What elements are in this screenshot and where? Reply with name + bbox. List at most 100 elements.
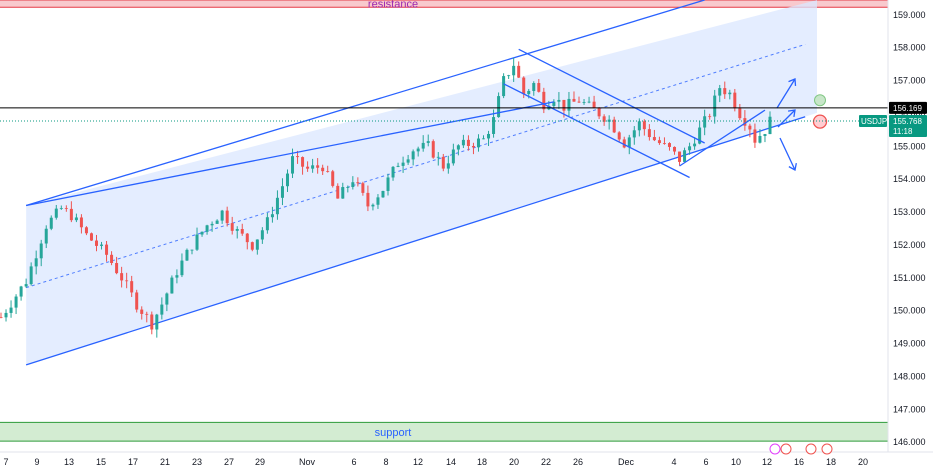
candle-body bbox=[371, 204, 375, 207]
candle-body bbox=[165, 293, 169, 305]
channel-layer bbox=[25, 0, 817, 366]
event-icon bbox=[780, 443, 792, 455]
candle-body bbox=[0, 317, 3, 319]
candle-body bbox=[336, 185, 340, 199]
candle-body bbox=[135, 292, 139, 310]
channel-upper-line bbox=[25, 0, 705, 207]
candle-body bbox=[200, 231, 204, 235]
candle-body bbox=[537, 83, 541, 92]
candle-body bbox=[446, 163, 450, 169]
candle-body bbox=[683, 150, 687, 162]
candle-body bbox=[291, 156, 295, 174]
y-tick-label: 151.000 bbox=[893, 273, 926, 283]
y-tick-label: 150.000 bbox=[893, 306, 926, 316]
wedge-line bbox=[679, 109, 766, 167]
candle-body bbox=[205, 225, 209, 232]
y-tick-label: 157.000 bbox=[893, 76, 926, 86]
x-tick-label: 4 bbox=[671, 457, 676, 467]
candle-body bbox=[406, 159, 410, 163]
candle-body bbox=[597, 108, 601, 117]
candle-body bbox=[733, 92, 737, 109]
symbol-tag-text: USDJPY bbox=[861, 117, 893, 126]
candle-body bbox=[471, 145, 475, 148]
candle-body bbox=[456, 145, 460, 150]
candle-body bbox=[502, 76, 506, 97]
overlay-layer bbox=[0, 48, 888, 207]
candle-body bbox=[160, 304, 164, 315]
x-tick-label: 21 bbox=[160, 457, 170, 467]
candle-body bbox=[758, 135, 762, 143]
candle-body bbox=[718, 88, 722, 96]
falling-channel-upper bbox=[518, 48, 705, 144]
candle-body bbox=[270, 214, 274, 218]
x-tick-label: Nov bbox=[299, 457, 316, 467]
y-axis[interactable]: 159.000158.000157.000156.000155.000154.0… bbox=[887, 0, 926, 452]
candle-body bbox=[562, 99, 566, 111]
x-tick-label: Dec bbox=[618, 457, 635, 467]
candle-body bbox=[321, 167, 325, 172]
candle-body bbox=[235, 229, 239, 231]
candle-body bbox=[316, 165, 320, 168]
candle-body bbox=[19, 286, 23, 297]
candle-body bbox=[381, 190, 385, 198]
x-tick-label: 7 bbox=[3, 457, 8, 467]
candle-body bbox=[436, 156, 440, 158]
x-tick-label: 18 bbox=[826, 457, 836, 467]
arrow-up-lower-head bbox=[787, 109, 796, 118]
candle-body bbox=[275, 197, 279, 215]
candle-body bbox=[617, 132, 621, 140]
x-tick-label: 12 bbox=[762, 457, 772, 467]
candle-body bbox=[306, 166, 310, 169]
x-tick-label: 29 bbox=[255, 457, 265, 467]
y-tick-label: 146.000 bbox=[893, 437, 926, 447]
x-tick-label: 15 bbox=[96, 457, 106, 467]
candle-body bbox=[34, 258, 38, 267]
candle-body bbox=[24, 284, 28, 287]
event-icon bbox=[769, 443, 781, 455]
candle-body bbox=[311, 165, 315, 169]
candle-body bbox=[105, 244, 109, 255]
channel-mid-line bbox=[25, 43, 806, 289]
candle-body bbox=[210, 223, 214, 226]
candle-body bbox=[497, 96, 501, 118]
candle-body bbox=[587, 101, 591, 103]
candle-body bbox=[29, 266, 33, 285]
candle-body bbox=[487, 133, 491, 139]
candle-body bbox=[451, 149, 455, 164]
x-tick-label: 6 bbox=[351, 457, 356, 467]
y-tick-label: 149.000 bbox=[893, 339, 926, 349]
candle-body bbox=[240, 229, 244, 234]
x-tick-label: 26 bbox=[573, 457, 583, 467]
candle-body bbox=[708, 116, 712, 118]
candle-body bbox=[401, 162, 405, 166]
candle-body bbox=[632, 130, 636, 138]
candle-body bbox=[89, 233, 93, 241]
y-tick-label: 153.000 bbox=[893, 207, 926, 217]
arrow-down-shaft bbox=[779, 137, 796, 171]
candle-body bbox=[175, 275, 179, 278]
candle-body bbox=[74, 217, 78, 221]
candle-body bbox=[155, 314, 159, 330]
x-tick-label: 10 bbox=[731, 457, 741, 467]
candle-body bbox=[723, 88, 727, 95]
zones-layer: resistance support bbox=[0, 0, 888, 442]
candle-body bbox=[512, 65, 516, 76]
candle-body bbox=[557, 99, 561, 102]
candle-body bbox=[49, 217, 53, 229]
candle-body bbox=[768, 116, 772, 135]
candle-body bbox=[220, 210, 224, 221]
candle-body bbox=[130, 281, 134, 293]
candle-body bbox=[351, 182, 355, 188]
price-tag-text: 155.768 bbox=[893, 117, 922, 126]
falling-channel-lower bbox=[503, 83, 690, 179]
candle-body bbox=[527, 90, 531, 95]
candle-body bbox=[39, 243, 43, 259]
candle-body bbox=[662, 143, 666, 144]
candle-body bbox=[688, 146, 692, 151]
x-tick-label: 8 bbox=[383, 457, 388, 467]
support-label: support bbox=[375, 427, 412, 439]
candle-body bbox=[703, 116, 707, 128]
candle-body bbox=[482, 138, 486, 140]
candle-body bbox=[517, 65, 521, 78]
